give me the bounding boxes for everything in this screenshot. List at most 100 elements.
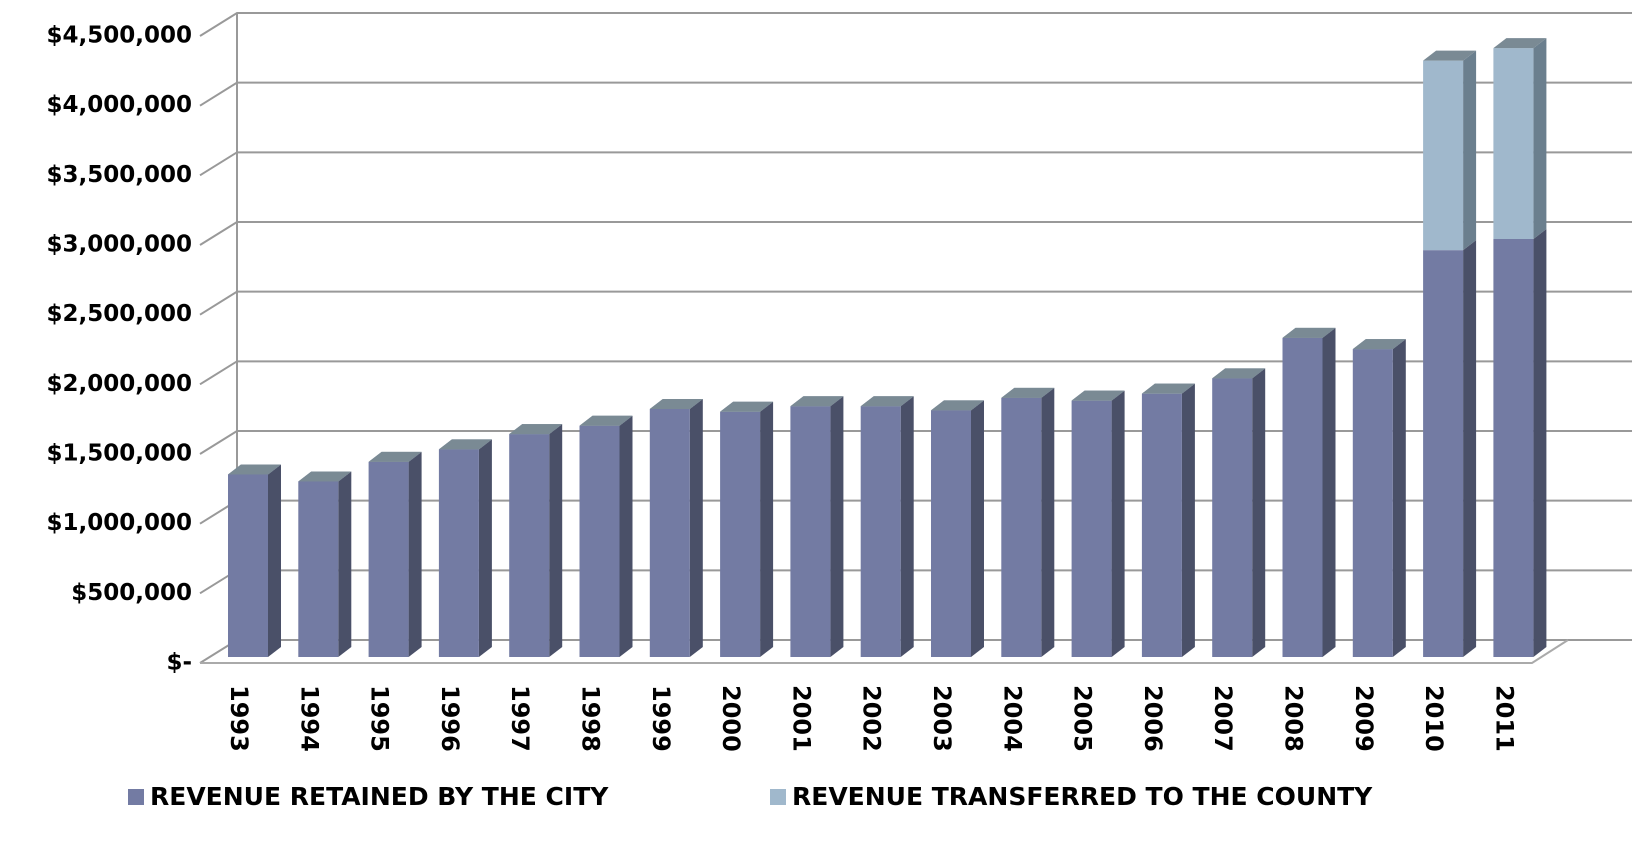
bar-top [649,398,703,409]
x-tick-label: 2007 [1209,685,1237,752]
bar-side [619,415,633,657]
bar-front [1001,397,1042,657]
bar [649,398,703,409]
bar [1282,327,1336,657]
bar [1212,368,1266,657]
bar-front [1493,239,1534,657]
bar-side [1533,38,1547,239]
x-tick-label: 1996 [436,685,464,752]
bar-front [298,481,339,657]
bar [579,415,633,657]
bar [1282,327,1336,338]
x-tick-label: 1994 [295,685,323,752]
x-tick-label: 1997 [506,685,534,752]
bar-front [1071,400,1112,657]
grid-line [199,430,1632,455]
bar-front [1423,250,1464,657]
bar-side [1533,229,1547,657]
bar-side [1463,240,1477,657]
y-tick-label: $4,000,000 [46,92,192,118]
grid-line [199,81,1632,107]
bar [228,464,281,475]
bar [1141,383,1195,394]
y-tick-label: $3,000,000 [46,232,192,258]
bar-side [830,396,844,657]
bar-side [1392,339,1406,657]
bar-front [1212,378,1253,657]
bar [368,451,422,657]
bar-front [368,461,409,657]
bar [1493,38,1547,239]
bar [931,400,984,411]
legend-swatch [128,789,144,805]
x-tick-label: 2011 [1490,685,1518,752]
bar [860,396,914,407]
bar-side [478,439,492,657]
y-tick-label: $2,000,000 [46,371,192,397]
bar-front [438,449,479,657]
bar [1001,387,1055,657]
bar [790,396,844,657]
bar [509,424,563,657]
x-tick-label: 2008 [1280,685,1308,752]
bar-side [971,400,984,657]
x-tick-label: 2001 [787,685,815,752]
bar [1071,390,1125,401]
bar-front [228,474,268,657]
bar [1352,339,1406,350]
y-tick-label: $- [166,650,192,676]
bar [1423,50,1477,251]
bar-top [298,471,352,482]
bar [1423,240,1477,657]
y-tick-label: $2,500,000 [46,301,192,327]
legend-label: REVENUE RETAINED BY THE CITY [150,782,609,811]
bar-top [1141,383,1195,394]
bar-side [549,424,563,657]
bar [438,439,492,450]
bar-top [228,464,281,475]
bar-top [860,396,914,407]
bar [1071,390,1125,657]
bar-front [1282,337,1323,657]
bar-top [720,401,774,412]
bar-top [1423,50,1477,61]
bar-front [1352,349,1393,657]
bar [1493,229,1547,657]
bar-side [1252,368,1266,657]
bar [860,396,914,657]
x-tick-label: 1998 [577,685,605,752]
y-tick-label: $4,500,000 [46,23,192,49]
bar-side [1463,50,1477,251]
bar-side [338,471,352,657]
bar [1141,383,1195,657]
bar [790,396,844,407]
bar-front [1493,48,1534,239]
bar-side [689,398,703,657]
grid-line [199,221,1632,246]
bar-top [438,439,492,450]
bar-front [509,434,550,657]
x-tick-label: 1999 [647,685,675,752]
x-tick-label: 2005 [1069,685,1097,752]
y-tick-label: $3,500,000 [46,162,192,188]
y-tick-label: $500,000 [71,580,192,606]
bar-top [579,415,633,426]
bar [579,415,633,426]
bar-side [1041,387,1055,657]
bar [649,398,703,657]
bar-top [368,451,422,462]
bar [298,471,352,657]
grid-line [199,290,1632,316]
bar-side [760,401,774,657]
bar-front [1423,60,1464,251]
y-tick-label: $1,500,000 [46,441,192,467]
x-tick-label: 2003 [928,685,956,752]
bar-front [649,408,690,657]
floor-edge [200,639,1569,664]
bar-top [931,400,984,411]
bar [720,401,774,657]
bar-front [931,410,971,657]
bar [228,464,281,657]
x-tick-label: 2000 [717,685,745,752]
bar-top [1212,368,1266,379]
